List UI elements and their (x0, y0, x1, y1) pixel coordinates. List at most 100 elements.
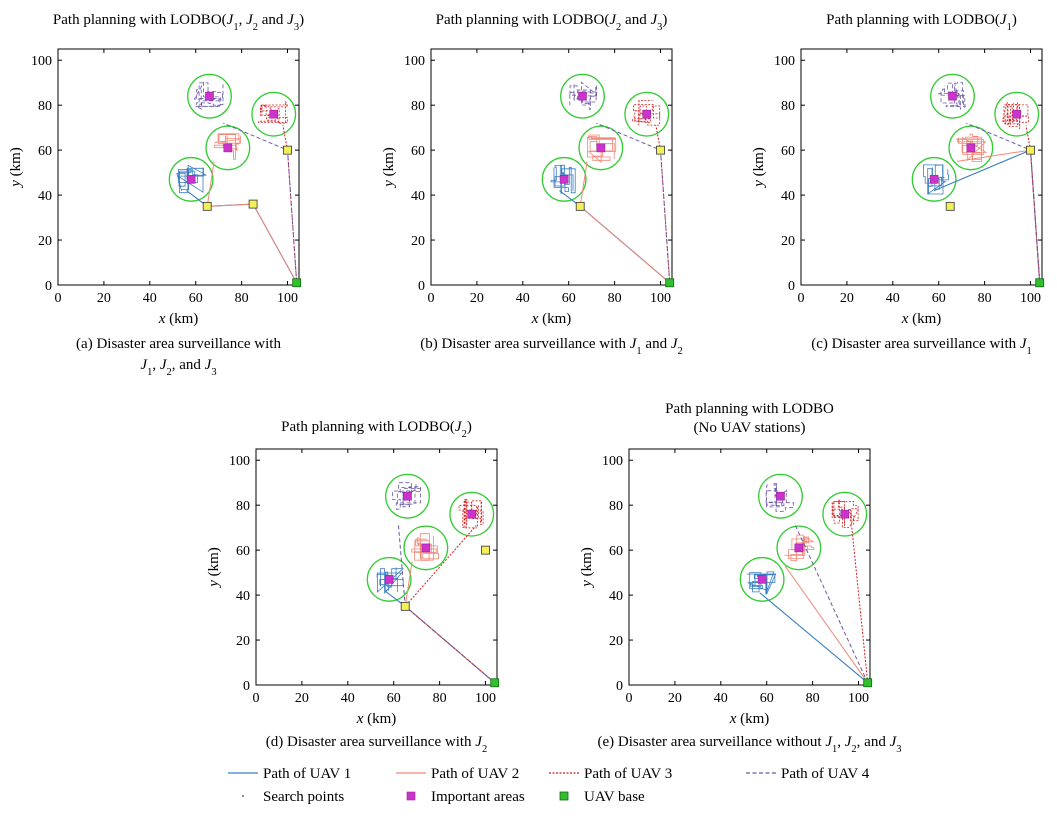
chart-title: Path planning with LODBO(J2 and J3) (436, 12, 668, 33)
y-axis-label: y (km) (8, 147, 24, 189)
y-axis-label: y (km) (206, 547, 222, 589)
legend-swatch (406, 791, 416, 801)
important-area-marker (596, 143, 606, 153)
uav-station-J1 (481, 545, 490, 555)
y-tick-label: 60 (236, 544, 250, 559)
area-circle (822, 491, 868, 537)
uav-path-4 (793, 522, 869, 684)
x-tick-label: 0 (253, 691, 260, 706)
uav-station-J2 (202, 201, 212, 211)
area-circle (385, 473, 430, 519)
legend-item: Search points (242, 789, 344, 805)
y-tick-label: 40 (411, 189, 425, 204)
uav-path-4 (397, 523, 496, 684)
uav-path-1 (759, 592, 869, 684)
panel-b: Path planning with LODBO(J2 and J3) 0 20 40… (381, 12, 683, 357)
search-path (632, 100, 661, 126)
y-tick-label: 0 (616, 679, 623, 694)
x-tick-label: 100 (1020, 291, 1041, 306)
important-area-marker (403, 491, 412, 501)
area-circle (187, 73, 232, 119)
y-tick-label: 40 (609, 589, 623, 604)
uav-station-J1 (283, 145, 292, 155)
x-tick-label: 0 (798, 291, 805, 306)
area-circle (366, 556, 412, 602)
important-area-marker (757, 575, 767, 584)
x-tick-label: 20 (668, 691, 682, 706)
area-circle (251, 91, 297, 137)
y-tick-label: 80 (411, 99, 425, 114)
caption: (d) Disaster area surveillance with J2 (266, 734, 487, 755)
search-path (214, 133, 241, 160)
legend-label: Path of UAV 2 (431, 766, 519, 782)
x-tick-label: 100 (848, 691, 869, 706)
y-tick-label: 80 (236, 499, 250, 514)
area-circle (541, 156, 587, 202)
x-tick-label: 60 (189, 291, 203, 306)
y-tick-label: 40 (236, 589, 250, 604)
important-area-marker (205, 91, 214, 101)
y-tick-label: 40 (38, 189, 52, 204)
important-area-marker (578, 91, 587, 101)
search-path (765, 483, 794, 512)
important-area-marker (840, 509, 850, 519)
search-path (1001, 101, 1029, 129)
important-area-marker (559, 175, 569, 184)
y-tick-label: 100 (602, 454, 623, 469)
x-tick-label: 100 (475, 691, 496, 706)
important-area-marker (1012, 109, 1022, 119)
x-axis-label: x (km) (356, 711, 397, 727)
x-tick-label: 80 (433, 691, 447, 706)
uav-base-marker (1035, 278, 1045, 288)
y-axis-label: y (km) (381, 147, 397, 189)
x-tick-label: 80 (806, 691, 820, 706)
legend-item: Important areas (406, 789, 525, 805)
uav-path-3 (851, 525, 869, 683)
x-tick-label: 100 (650, 291, 671, 306)
search-path (411, 533, 439, 561)
x-axis-label: x (km) (531, 311, 572, 327)
y-tick-label: 0 (788, 279, 795, 294)
panel-c: Path planning with LODBO(J1) 0 20 40 60 80 100… (751, 12, 1045, 357)
panel-a: Path planning with LODBO(J1, J2 and J3) 0… (8, 12, 304, 378)
x-tick-label: 100 (277, 291, 298, 306)
y-tick-label: 80 (38, 99, 52, 114)
area-circle (560, 73, 605, 119)
y-tick-label: 80 (609, 499, 623, 514)
y-tick-label: 60 (609, 544, 623, 559)
important-area-marker (384, 575, 394, 584)
y-tick-label: 0 (418, 279, 425, 294)
y-tick-label: 60 (411, 144, 425, 159)
x-axis-label: x (km) (158, 311, 199, 327)
y-tick-label: 80 (781, 99, 795, 114)
y-tick-label: 20 (411, 234, 425, 249)
legend-item: Path of UAV 2 (396, 766, 519, 782)
x-tick-label: 60 (387, 691, 401, 706)
x-tick-label: 60 (562, 291, 576, 306)
legend-label: Path of UAV 1 (263, 766, 351, 782)
x-tick-label: 0 (55, 291, 62, 306)
uav-station-J2 (656, 145, 665, 155)
important-area-marker (421, 543, 431, 553)
legend-item: UAV base (559, 789, 645, 805)
x-tick-label: 0 (428, 291, 435, 306)
y-tick-label: 20 (609, 634, 623, 649)
x-axis-label: x (km) (901, 311, 942, 327)
chart-title: Path planning with LODBO(J1) (826, 12, 1017, 33)
plot-frame (255, 448, 498, 686)
caption: (a) Disaster area surveillance with (76, 336, 281, 352)
uav-station-J1 (1026, 145, 1035, 155)
chart-subtitle: (No UAV stations) (694, 420, 806, 436)
legend-item: Path of UAV 1 (228, 766, 351, 782)
caption: (b) Disaster area surveillance with J1 a… (420, 336, 683, 357)
uav-path-2 (404, 561, 496, 684)
y-tick-label: 100 (404, 54, 425, 69)
x-tick-label: 80 (235, 291, 249, 306)
plot-frame (57, 48, 300, 286)
important-area-marker (966, 143, 976, 153)
y-tick-label: 40 (781, 189, 795, 204)
y-tick-label: 20 (781, 234, 795, 249)
search-path (392, 482, 422, 510)
x-tick-label: 0 (626, 691, 633, 706)
